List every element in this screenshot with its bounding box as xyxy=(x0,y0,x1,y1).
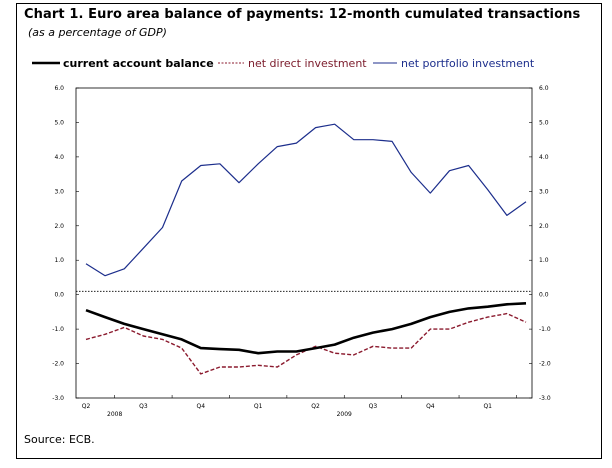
x-tick-label: Q3 xyxy=(139,403,148,410)
plot-area xyxy=(75,87,533,399)
x-tick-label: Q4 xyxy=(197,403,206,410)
legend-label-direct-investment: net direct investment xyxy=(248,57,367,70)
series-line-net-portfolio-investment xyxy=(85,123,527,277)
y-tick-label-right: 2.0 xyxy=(539,223,549,230)
y-tick-label-right: 0.0 xyxy=(539,292,549,299)
chart-frame xyxy=(16,3,602,459)
chart-source: Source: ECB. xyxy=(24,433,95,446)
y-tick-label-left: -3.0 xyxy=(52,395,64,402)
x-tick-label: Q3 xyxy=(369,403,378,410)
legend-label-portfolio-investment: net portfolio investment xyxy=(401,57,535,70)
y-tick-label-right: -2.0 xyxy=(539,361,551,368)
chart-subtitle: (as a percentage of GDP) xyxy=(28,26,167,39)
y-tick-label-left: 2.0 xyxy=(54,223,64,230)
x-year-label: 2009 xyxy=(337,411,352,418)
y-tick-label-left: 6.0 xyxy=(54,85,64,92)
y-tick-label-right: -1.0 xyxy=(539,326,551,333)
y-tick-label-right: 1.0 xyxy=(539,257,549,264)
y-tick-label-right: 3.0 xyxy=(539,188,549,195)
legend-label-current-account: current account balance xyxy=(63,57,214,70)
y-tick-label-right: -3.0 xyxy=(539,395,551,402)
y-tick-label-left: 3.0 xyxy=(54,188,64,195)
y-tick-label-left: 0.0 xyxy=(54,292,64,299)
y-tick-label-right: 4.0 xyxy=(539,154,549,161)
y-tick-label-left: -2.0 xyxy=(52,361,64,368)
y-tick-label-left: 4.0 xyxy=(54,154,64,161)
y-tick-label-left: 5.0 xyxy=(54,119,64,126)
x-tick-label: Q1 xyxy=(254,403,263,410)
y-tick-label-right: 5.0 xyxy=(539,119,549,126)
legend: current account balance net direct inves… xyxy=(32,57,535,70)
x-tick-label: Q2 xyxy=(311,403,320,410)
series-line-net-direct-investment xyxy=(85,312,527,375)
x-year-label: 2008 xyxy=(107,411,122,418)
y-tick-label-left: 1.0 xyxy=(54,257,64,264)
y-tick-label-right: 6.0 xyxy=(539,85,549,92)
x-tick-label: Q2 xyxy=(82,403,91,410)
x-tick-label: Q4 xyxy=(426,403,435,410)
series-line-current-account-balance xyxy=(85,302,527,355)
y-tick-label-left: -1.0 xyxy=(52,326,64,333)
chart-title: Chart 1. Euro area balance of payments: … xyxy=(24,7,581,22)
x-tick-label: Q1 xyxy=(483,403,492,410)
